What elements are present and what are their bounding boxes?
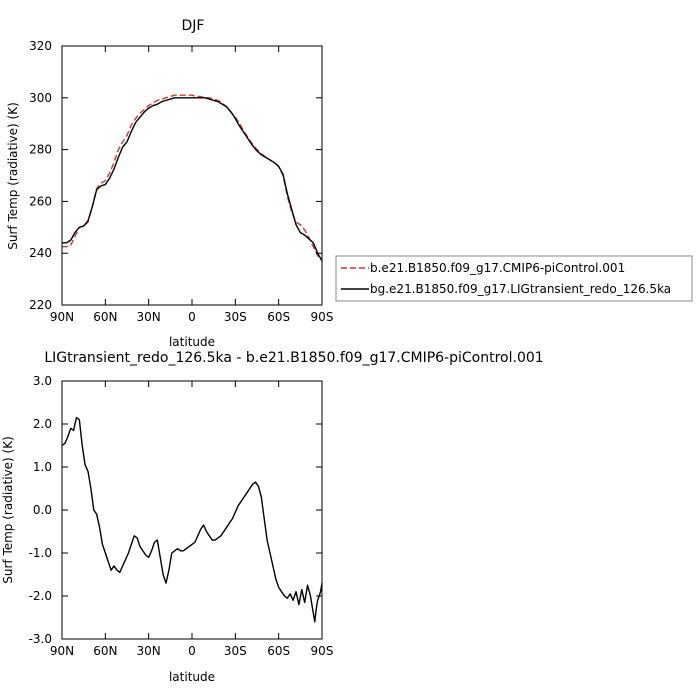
bottom-y-tick-label: 2.0 <box>33 417 52 431</box>
bottom-x-tick-label: 60S <box>267 644 290 658</box>
top-plot-lines <box>62 94 323 262</box>
bottom-plot-lines <box>61 416 323 623</box>
bottom-plot: LIGtransient_redo_126.5ka - b.e21.B1850.… <box>1 350 544 684</box>
bottom-x-tick-label: 60N <box>93 644 117 658</box>
top-y-tick-label: 320 <box>29 39 52 53</box>
bottom-y-tick-label: -2.0 <box>29 589 52 603</box>
bottom-y-tick-label: 3.0 <box>33 374 52 388</box>
bottom-chart-title: LIGtransient_redo_126.5ka - b.e21.B1850.… <box>44 350 543 366</box>
top-y-axis-label: Surf Temp (radiative) (K) <box>6 102 20 250</box>
bottom-plot-frame <box>61 380 323 640</box>
legend: b.e21.B1850.f09_g17.CMIP6-piControl.001 … <box>335 255 693 302</box>
top-y-tick-label: 300 <box>29 91 52 105</box>
top-y-tick-label: 280 <box>29 143 52 157</box>
legend-label-control: b.e21.B1850.f09_g17.CMIP6-piControl.001 <box>370 261 625 275</box>
bottom-y-tick-label: -1.0 <box>29 546 52 560</box>
legend-box <box>335 255 693 302</box>
top-y-tick-label: 240 <box>29 246 52 260</box>
top-y-tick-label: 220 <box>29 298 52 312</box>
top-series-line-1 <box>62 97 323 262</box>
legend-label-transient: bg.e21.B1850.f09_g17.LIGtransient_redo_1… <box>370 282 671 296</box>
top-axis-ticks: 90N 60N 30N 0 30S 60S 90S 220 240 260 280 300 320 <box>29 39 333 324</box>
bottom-x-tick-label: 0 <box>188 644 196 658</box>
bottom-series-line-0 <box>61 416 323 623</box>
bottom-y-tick-label: 1.0 <box>33 460 52 474</box>
bottom-x-axis-label: latitude <box>169 670 215 684</box>
bottom-y-tick-label: -3.0 <box>29 632 52 646</box>
bottom-axis-ticks: 90N 60N 30N 0 30S 60S 90S -3.0 -2.0 -1.0 0.0 1.0 2.0… <box>29 374 334 658</box>
top-x-tick-label: 60N <box>93 310 117 324</box>
bottom-x-tick-label: 30N <box>137 644 161 658</box>
bottom-x-tick-label: 90N <box>50 644 74 658</box>
bottom-x-tick-label: 30S <box>224 644 247 658</box>
top-x-tick-label: 90N <box>50 310 74 324</box>
top-x-tick-label: 30N <box>137 310 161 324</box>
bottom-x-tick-label: 90S <box>311 644 334 658</box>
top-y-tick-label: 260 <box>29 194 52 208</box>
bottom-y-axis-label: Surf Temp (radiative) (K) <box>1 436 15 584</box>
bottom-y-tick-label: 0.0 <box>33 503 52 517</box>
top-x-tick-label: 30S <box>224 310 247 324</box>
top-x-axis-label: latitude <box>169 335 215 349</box>
top-x-tick-label: 0 <box>188 310 196 324</box>
top-x-tick-label: 60S <box>267 310 290 324</box>
top-chart-title: DJF <box>182 18 205 34</box>
top-x-tick-label: 90S <box>311 310 334 324</box>
top-plot: DJF 90N 60N 30N 0 30S 60S 90S 220 240 260 280 300 32… <box>6 18 333 349</box>
